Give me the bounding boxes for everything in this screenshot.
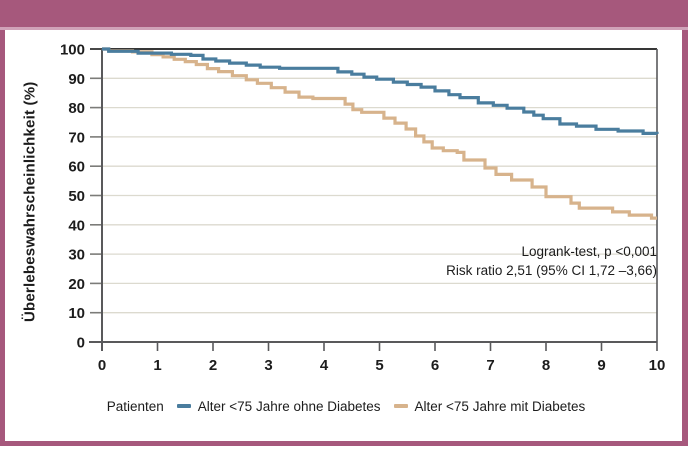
legend: Patienten Alter <75 Jahre ohne Diabetes … bbox=[0, 396, 692, 416]
x-tick-label: 6 bbox=[431, 357, 439, 374]
legend-dash-icon bbox=[393, 404, 408, 408]
y-tick-label: 20 bbox=[68, 276, 85, 293]
y-tick-label: 0 bbox=[77, 335, 85, 352]
x-tick-label: 5 bbox=[375, 357, 383, 374]
y-tick-label: 80 bbox=[68, 100, 85, 117]
x-tick-label: 9 bbox=[597, 357, 605, 374]
y-axis-title: Überlebeswahrscheinlichkeit (%) bbox=[21, 81, 39, 322]
x-tick-label: 0 bbox=[98, 357, 106, 374]
x-tick-label: 10 bbox=[649, 357, 666, 374]
survival-curve-mit-diabetes bbox=[102, 47, 657, 220]
legend-dash-icon bbox=[176, 404, 191, 408]
y-tick-label: 30 bbox=[68, 247, 85, 264]
legend-label: Alter <75 Jahre mit Diabetes bbox=[414, 398, 586, 414]
x-tick-label: 4 bbox=[320, 357, 329, 374]
risk-ratio-text: Risk ratio 2,51 (95% CI 1,72 –3,66) bbox=[446, 262, 657, 278]
y-tick-label: 70 bbox=[68, 129, 85, 146]
y-tick-label: 40 bbox=[68, 217, 85, 234]
legend-item-mit-diabetes: Alter <75 Jahre mit Diabetes bbox=[393, 398, 586, 414]
legend-item-ohne-diabetes: Alter <75 Jahre ohne Diabetes bbox=[176, 398, 381, 414]
y-tick-label: 60 bbox=[68, 159, 85, 176]
survival-curve-ohne-diabetes bbox=[102, 47, 659, 135]
y-tick-label: 50 bbox=[68, 188, 85, 205]
legend-label: Alter <75 Jahre ohne Diabetes bbox=[197, 398, 381, 414]
x-tick-label: 2 bbox=[209, 357, 217, 374]
figure-header-bar bbox=[0, 0, 688, 30]
x-tick-label: 3 bbox=[264, 357, 272, 374]
x-tick-label: 7 bbox=[486, 357, 494, 374]
x-tick-label: 8 bbox=[542, 357, 550, 374]
x-tick-label: 1 bbox=[153, 357, 161, 374]
y-tick-label: 10 bbox=[68, 305, 85, 322]
legend-title: Patienten bbox=[106, 398, 164, 414]
y-tick-label: 90 bbox=[68, 71, 85, 88]
y-tick-label: 100 bbox=[60, 42, 85, 59]
logrank-test-text: Logrank-test, p <0,001 bbox=[521, 244, 657, 259]
stats-annotation: Logrank-test, p <0,001 Risk ratio 2,51 (… bbox=[446, 243, 657, 280]
